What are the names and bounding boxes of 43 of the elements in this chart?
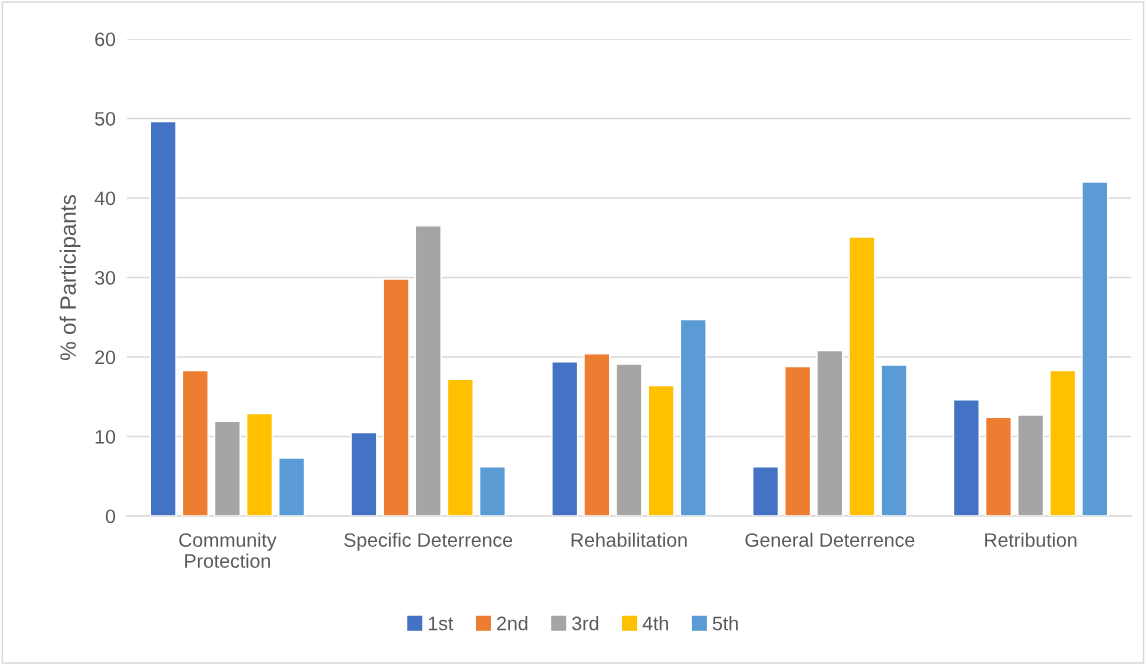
bar (1017, 414, 1045, 516)
legend-label: 3rd (572, 616, 599, 631)
bar (245, 412, 274, 516)
bar (382, 278, 410, 516)
legend-label: 5th (712, 616, 738, 631)
y-tick-label: 60 (95, 32, 116, 47)
bar (350, 431, 378, 516)
x-tick-label: Specific Deterrence (344, 532, 513, 551)
bar (679, 318, 707, 516)
bar (181, 369, 209, 516)
x-tick-label: General Deterrence (745, 532, 915, 547)
x-tick-label: Retribution (985, 532, 1077, 547)
y-tick-label: 10 (95, 429, 116, 444)
y-tick-label: 0 (105, 509, 116, 524)
bar (551, 361, 579, 516)
y-tick-label: 50 (95, 111, 116, 126)
legend-label: 4th (642, 616, 668, 631)
bar (478, 466, 507, 516)
bar (414, 225, 442, 516)
bar (784, 365, 812, 516)
bar (880, 364, 908, 516)
x-tick-label: Rehabilitation (571, 532, 687, 547)
bar (647, 384, 675, 516)
bar (952, 399, 980, 516)
bar (213, 420, 241, 516)
bar (984, 416, 1013, 516)
legend-label: 1st (428, 616, 454, 631)
y-axis-title: % of Participants (59, 194, 81, 361)
bar (583, 353, 611, 516)
bar (751, 466, 780, 516)
y-tick-label: 30 (95, 270, 116, 285)
bar (615, 363, 643, 516)
y-tick-label: 40 (94, 191, 116, 206)
bar (1081, 181, 1109, 516)
bar (1049, 369, 1077, 516)
legend-label: 2nd (497, 616, 528, 631)
x-tick-label: Community Protection (179, 532, 277, 568)
bar (848, 236, 876, 516)
bar (278, 457, 306, 516)
bar (149, 120, 177, 516)
bar (816, 349, 844, 516)
bar (446, 378, 474, 516)
y-tick-label: 20 (95, 350, 116, 365)
